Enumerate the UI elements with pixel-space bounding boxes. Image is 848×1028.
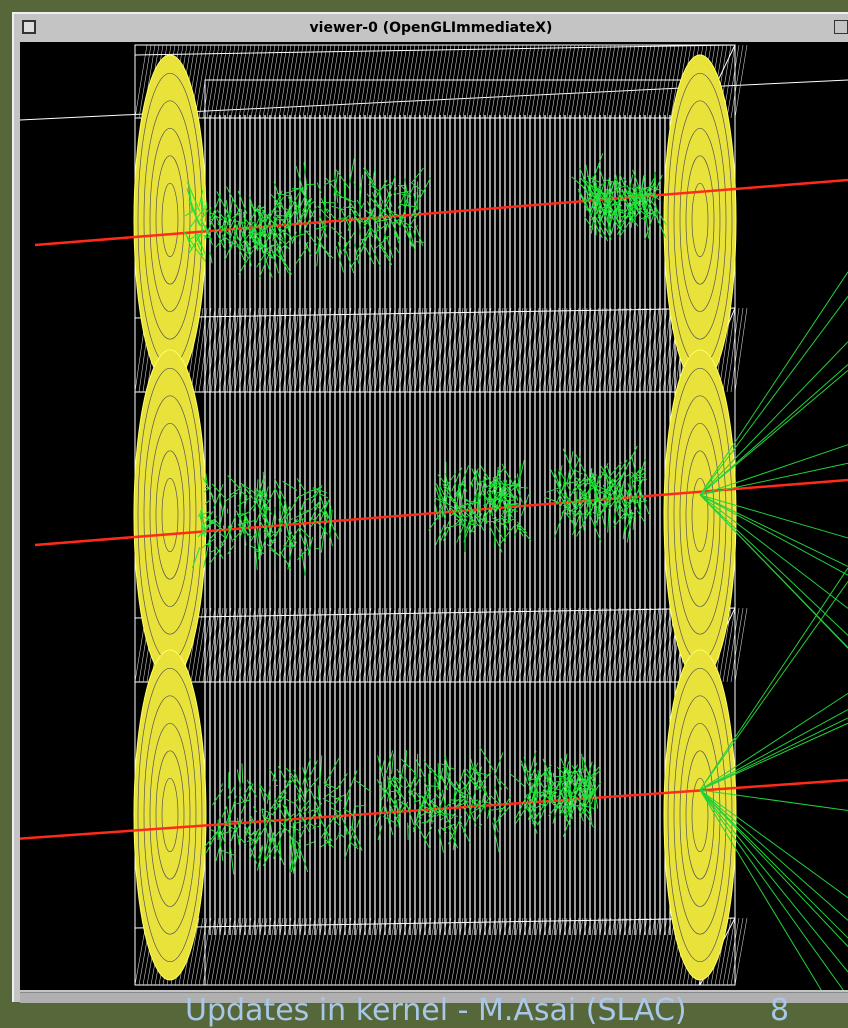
- scrollbar[interactable]: [20, 992, 848, 1003]
- slab-hatch: [134, 44, 748, 119]
- outgoing-rays: [699, 271, 848, 1028]
- shower: [544, 445, 650, 543]
- end-cap-ring: [155, 155, 185, 285]
- end-cap-ring: [685, 155, 715, 285]
- end-cap-ring: [149, 722, 191, 908]
- window-resize-button[interactable]: [834, 20, 848, 34]
- end-cap-ring: [143, 695, 197, 935]
- end-cap: [663, 649, 737, 981]
- viewer-window: viewer-0 (OpenGLImmediateX): [0, 12, 848, 1028]
- end-cap-ring: [161, 777, 179, 853]
- end-cap-ring: [691, 777, 709, 853]
- end-cap: [663, 349, 737, 681]
- end-cap-ring: [685, 750, 715, 880]
- shower: [275, 158, 431, 274]
- scene: [0, 44, 848, 1028]
- footer-text: Updates in kernel - M.Asai (SLAC): [185, 993, 687, 1028]
- end-cap-ring: [667, 667, 733, 963]
- end-cap-ring: [691, 477, 709, 553]
- end-cap: [663, 54, 737, 386]
- end-cap-ring: [685, 450, 715, 580]
- shower: [182, 181, 301, 279]
- shower: [509, 750, 602, 837]
- primary-track: [34, 178, 848, 247]
- end-cap: [133, 349, 207, 681]
- shower: [428, 459, 532, 553]
- end-cap: [133, 649, 207, 981]
- gl-viewport: [0, 42, 848, 1028]
- end-cap-ring: [155, 750, 185, 880]
- window-title: viewer-0 (OpenGLImmediateX): [309, 20, 553, 36]
- shower: [374, 745, 512, 853]
- end-cap-ring: [691, 182, 709, 258]
- end-cap-ring: [137, 667, 203, 963]
- shower: [571, 153, 667, 242]
- shower: [191, 471, 339, 579]
- window-menu-button[interactable]: [22, 20, 36, 34]
- end-cap-ring: [673, 100, 727, 340]
- title-bar: viewer-0 (OpenGLImmediateX): [14, 14, 848, 42]
- shower: [204, 755, 372, 875]
- page-number: 8: [770, 993, 790, 1028]
- end-cap-ring: [679, 127, 721, 313]
- end-cap-ring: [143, 395, 197, 635]
- end-cap-ring: [149, 422, 191, 608]
- end-cap-ring: [155, 450, 185, 580]
- end-cap-ring: [673, 695, 727, 935]
- end-cap-ring: [149, 127, 191, 313]
- end-cap-ring: [161, 182, 179, 258]
- end-cap-ring: [161, 477, 179, 553]
